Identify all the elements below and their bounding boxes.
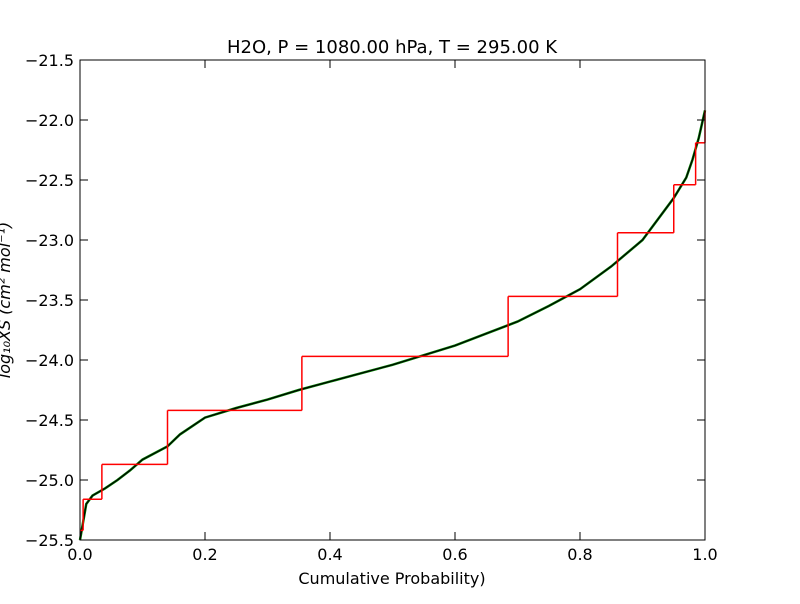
y-tick-label: −24.5 xyxy=(25,411,74,430)
x-tick-label: 0.2 xyxy=(192,545,217,564)
x-tick-label: 0.6 xyxy=(442,545,467,564)
x-axis-label: Cumulative Probability) xyxy=(298,569,485,588)
y-tick-label: −25.5 xyxy=(25,531,74,550)
y-tick-label: −25.0 xyxy=(25,471,74,490)
plot-area xyxy=(78,110,707,541)
x-tick-label: 0.4 xyxy=(317,545,342,564)
y-tick-label: −23.0 xyxy=(25,231,74,250)
chart-title: H2O, P = 1080.00 hPa, T = 295.00 K xyxy=(227,37,558,58)
y-axis-label: log₁₀XS (cm² mol⁻¹) xyxy=(0,222,14,378)
x-tick-label: 0.0 xyxy=(67,545,92,564)
y-tick-label: −21.5 xyxy=(25,51,74,70)
y-tick-label: −24.0 xyxy=(25,351,74,370)
axes: 0.0 0.2 0.4 0.6 0.8 1.0 −25.5 −25.0 −24.5 −24.0 −2… xyxy=(25,51,718,564)
y-tick-label: −23.5 xyxy=(25,291,74,310)
x-tick-label: 0.8 xyxy=(567,545,592,564)
y-tick-label: −22.0 xyxy=(25,111,74,130)
x-tick-label: 1.0 xyxy=(692,545,717,564)
y-tick-label: −22.5 xyxy=(25,171,74,190)
